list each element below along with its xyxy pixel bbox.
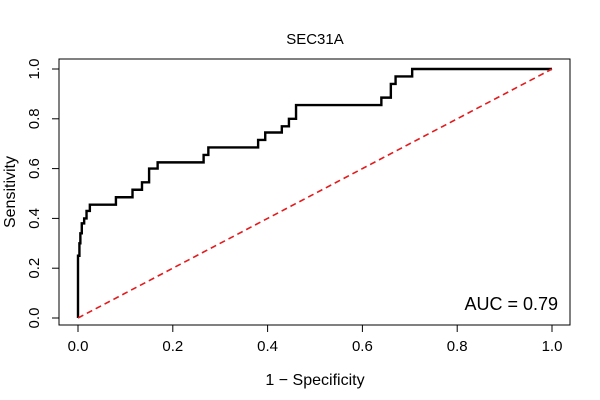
y-tick-label: 0.6 — [26, 158, 43, 179]
roc-curve-line — [76, 67, 552, 318]
x-tick-label: 0.4 — [257, 338, 278, 355]
y-tick-label: 0.4 — [26, 208, 43, 229]
reference-diagonal-line — [77, 68, 553, 319]
y-tick-label: 1.0 — [26, 59, 43, 80]
y-tick-label: 0.0 — [26, 308, 43, 329]
x-tick-label: 0.2 — [162, 338, 183, 355]
chart-title: SEC31A — [286, 31, 344, 48]
x-tick-label: 0.0 — [68, 338, 89, 355]
x-tick-label: 0.6 — [352, 338, 373, 355]
axis-ticks: 0.0 0.2 0.4 0.6 0.8 1.0 0.0 0.2 0.4 0.6 0.8 1.0 — [26, 59, 562, 355]
plot-frame — [58, 58, 571, 326]
y-tick-label: 0.2 — [26, 258, 43, 279]
y-tick-label: 0.8 — [26, 108, 43, 129]
auc-annotation: AUC = 0.79 — [464, 294, 558, 314]
series-layer — [76, 67, 553, 319]
x-axis-label: 1 − Specificity — [265, 372, 364, 389]
x-tick-label: 0.8 — [447, 338, 468, 355]
y-axis-label: Sensitivity — [2, 156, 19, 228]
x-tick-label: 1.0 — [542, 338, 563, 355]
